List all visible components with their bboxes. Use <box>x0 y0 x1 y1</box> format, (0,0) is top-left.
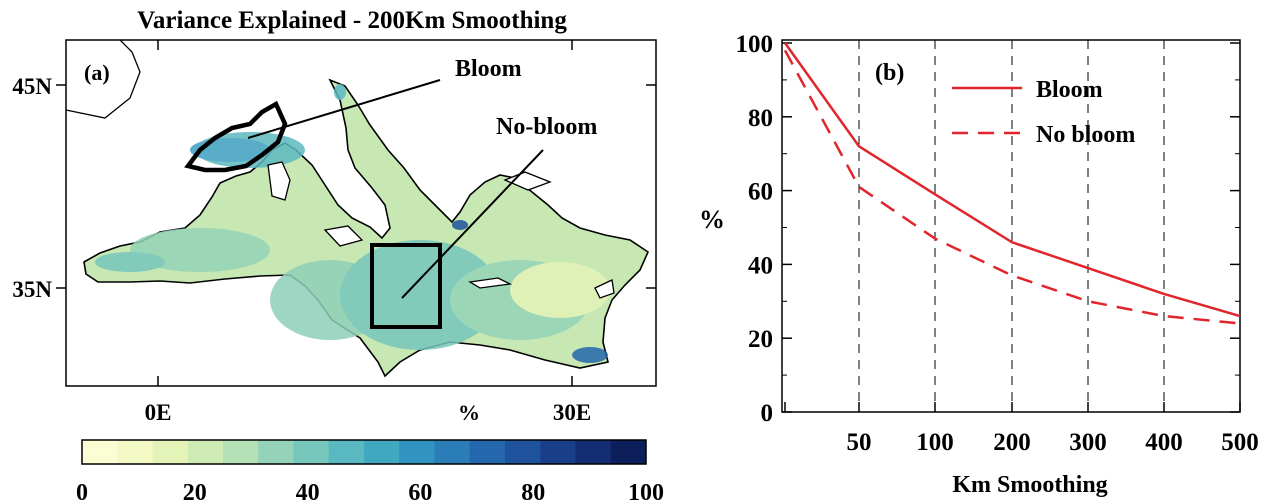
colorbar-segment <box>575 440 612 464</box>
colorbar-segment <box>540 440 576 464</box>
panel-b-label: (b) <box>875 60 904 86</box>
colorbar-tick-label: 80 <box>521 480 545 504</box>
cyprus-island <box>594 279 615 299</box>
colorbar-segment <box>434 440 471 464</box>
colorbar-segment <box>505 440 541 464</box>
panel-a-map: Variance Explained - 200Km Smoothing <box>12 7 664 504</box>
colorbar-segment <box>187 440 224 464</box>
x-tick-label: 300 <box>1069 429 1107 456</box>
sicily-island <box>323 225 364 247</box>
bloom-region-outline <box>184 100 288 173</box>
no-bloom-leader-line <box>401 149 544 299</box>
colorbar-segment <box>364 440 400 464</box>
bloom-annotation: Bloom <box>455 56 522 82</box>
colorbar-tick-label: 40 <box>296 480 320 504</box>
chart-x-axis: 50 100 200 300 400 500 <box>784 402 1259 456</box>
y-tick-label: 0 <box>761 400 774 427</box>
corsica-sardinia-island <box>267 161 291 201</box>
lat-label-45n: 45N <box>12 74 52 99</box>
y-tick-label: 40 <box>748 252 773 279</box>
x-tick-label: 100 <box>916 429 954 456</box>
colorbar-segment <box>399 440 435 464</box>
colorbar-segment <box>117 440 153 464</box>
y-axis-label: % <box>699 205 725 234</box>
variance-shading <box>95 84 610 363</box>
colorbar-outline <box>81 439 647 465</box>
x-tick-label: 400 <box>1145 429 1183 456</box>
colorbar-tick-label: 0 <box>76 480 88 504</box>
x-tick-label: 500 <box>1221 429 1259 456</box>
colorbar-tick-label: 60 <box>408 480 432 504</box>
chart-grid <box>858 40 1165 412</box>
lat-label-35n: 35N <box>12 277 52 302</box>
x-tick-label: 200 <box>993 429 1031 456</box>
x-tick-label: 50 <box>847 429 872 456</box>
colorbar-segment <box>258 440 294 464</box>
no-bloom-annotation: No-bloom <box>496 114 597 140</box>
no-bloom-box <box>370 243 442 329</box>
colorbar-segment <box>610 440 647 464</box>
colorbar-segment <box>469 440 506 464</box>
y-tick-label: 20 <box>748 326 773 353</box>
panel-b-line-chart: 0 20 40 60 80 100 50 100 200 300 400 500 (b) Bloom… <box>699 31 1259 498</box>
x-axis-label: Km Smoothing <box>952 472 1107 498</box>
colorbar-unit: % <box>458 400 480 425</box>
map-title: Variance Explained - 200Km Smoothing <box>137 7 567 34</box>
legend-label-bloom: Bloom <box>1036 77 1103 103</box>
series-line-bloom <box>783 42 1241 318</box>
chart-series <box>783 42 1241 325</box>
y-tick-label: 60 <box>748 179 773 206</box>
colorbar-segment <box>223 440 259 464</box>
legend-label-no-bloom: No bloom <box>1036 122 1135 148</box>
y-tick-label: 80 <box>748 105 773 132</box>
chart-legend: Bloom No bloom <box>952 77 1135 148</box>
bloom-leader-line <box>247 79 441 139</box>
colorbar-segment <box>152 440 189 464</box>
colorbar-segment <box>82 440 118 464</box>
chart-y-axis: 0 20 40 60 80 100 <box>736 31 1240 427</box>
colorbar-segment <box>293 440 330 464</box>
colorbar-segment <box>328 440 365 464</box>
colorbar <box>81 439 647 465</box>
chart-frame <box>781 39 1241 413</box>
lon-label-30e: 30E <box>553 400 591 425</box>
colorbar-tick-label: 20 <box>183 480 207 504</box>
lon-label-0e: 0E <box>145 400 172 425</box>
y-tick-label: 100 <box>736 31 774 58</box>
panel-a-label: (a) <box>84 60 110 85</box>
crete-island <box>468 277 513 289</box>
colorbar-tick-label: 100 <box>628 480 664 504</box>
atlantic-coastline <box>65 39 141 119</box>
colorbar-ticks: 0 20 40 60 80 100 <box>76 480 664 504</box>
